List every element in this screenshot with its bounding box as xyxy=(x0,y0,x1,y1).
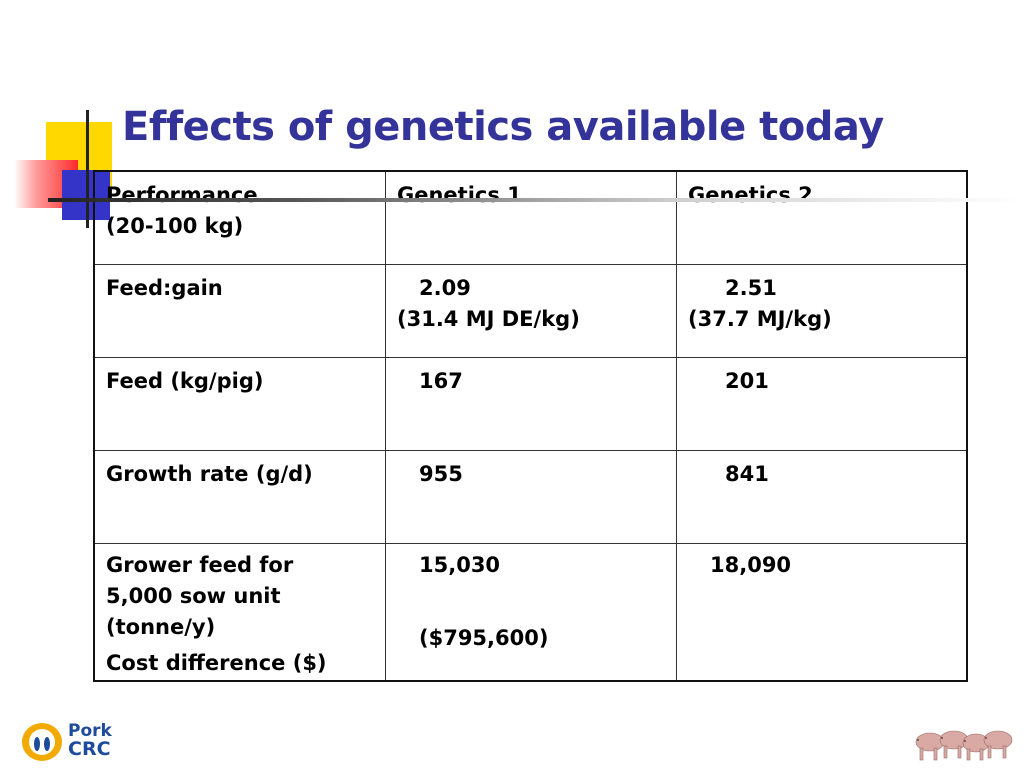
decor-vertical-line xyxy=(86,110,89,228)
cell-genetics-2: 18,090 xyxy=(676,543,968,682)
decor-horizontal-line xyxy=(48,198,1018,202)
cell-genetics-2: 201 xyxy=(676,357,968,451)
cell-genetics-1: 167 xyxy=(385,357,677,451)
value: 955 xyxy=(419,462,463,486)
cost-difference: ($795,600) xyxy=(419,626,549,650)
cell-genetics-1: 15,030 ($795,600) xyxy=(385,543,677,682)
cell-genetics-1: 2.09 (31.4 MJ DE/kg) xyxy=(385,264,677,358)
header-performance-label: Performance xyxy=(106,183,258,207)
row-label-line: Cost difference ($) xyxy=(106,651,327,675)
value: 2.51 xyxy=(725,276,777,300)
value-sub: (37.7 MJ/kg) xyxy=(688,307,832,331)
header-genetics-2: Genetics 2 xyxy=(676,170,968,265)
row-label: Feed:gain xyxy=(93,264,386,358)
slide-title: Effects of genetics available today xyxy=(122,104,884,150)
value: 201 xyxy=(725,369,769,393)
genetics-table: Performance (20-100 kg) Genetics 1 Genet… xyxy=(93,170,968,682)
table-row: Feed:gain 2.09 (31.4 MJ DE/kg) 2.51 (37.… xyxy=(93,264,968,358)
row-label: Feed (kg/pig) xyxy=(93,357,386,451)
value: 167 xyxy=(419,369,463,393)
row-label-line: (tonne/y) xyxy=(106,615,216,639)
header-genetics-1: Genetics 1 xyxy=(385,170,677,265)
row-label: Growth rate (g/d) xyxy=(93,450,386,544)
table-row: Feed (kg/pig) 167 201 xyxy=(93,357,968,451)
cell-genetics-2: 2.51 (37.7 MJ/kg) xyxy=(676,264,968,358)
cell-genetics-2: 841 xyxy=(676,450,968,544)
value-sub: (31.4 MJ DE/kg) xyxy=(397,307,580,331)
table-header-row: Performance (20-100 kg) Genetics 1 Genet… xyxy=(93,170,968,265)
value: 841 xyxy=(725,462,769,486)
table-row: Growth rate (g/d) 955 841 xyxy=(93,450,968,544)
value: 18,090 xyxy=(710,553,792,577)
row-label-line: Grower feed for xyxy=(106,553,294,577)
logo-text: Pork CRC xyxy=(68,721,112,760)
pork-crc-logo-icon xyxy=(22,723,62,761)
row-label: Grower feed for 5,000 sow unit (tonne/y)… xyxy=(93,543,386,682)
table-row: Grower feed for 5,000 sow unit (tonne/y)… xyxy=(93,543,968,682)
logo-line-1: Pork xyxy=(68,721,112,741)
header-weight-range: (20-100 kg) xyxy=(106,214,244,238)
value: 2.09 xyxy=(419,276,471,300)
cell-genetics-1: 955 xyxy=(385,450,677,544)
pigs-illustration-icon xyxy=(915,730,1013,761)
logo-line-2: CRC xyxy=(68,738,111,760)
header-performance: Performance (20-100 kg) xyxy=(93,170,386,265)
value: 15,030 xyxy=(419,553,501,577)
row-label-line: 5,000 sow unit xyxy=(106,584,281,608)
